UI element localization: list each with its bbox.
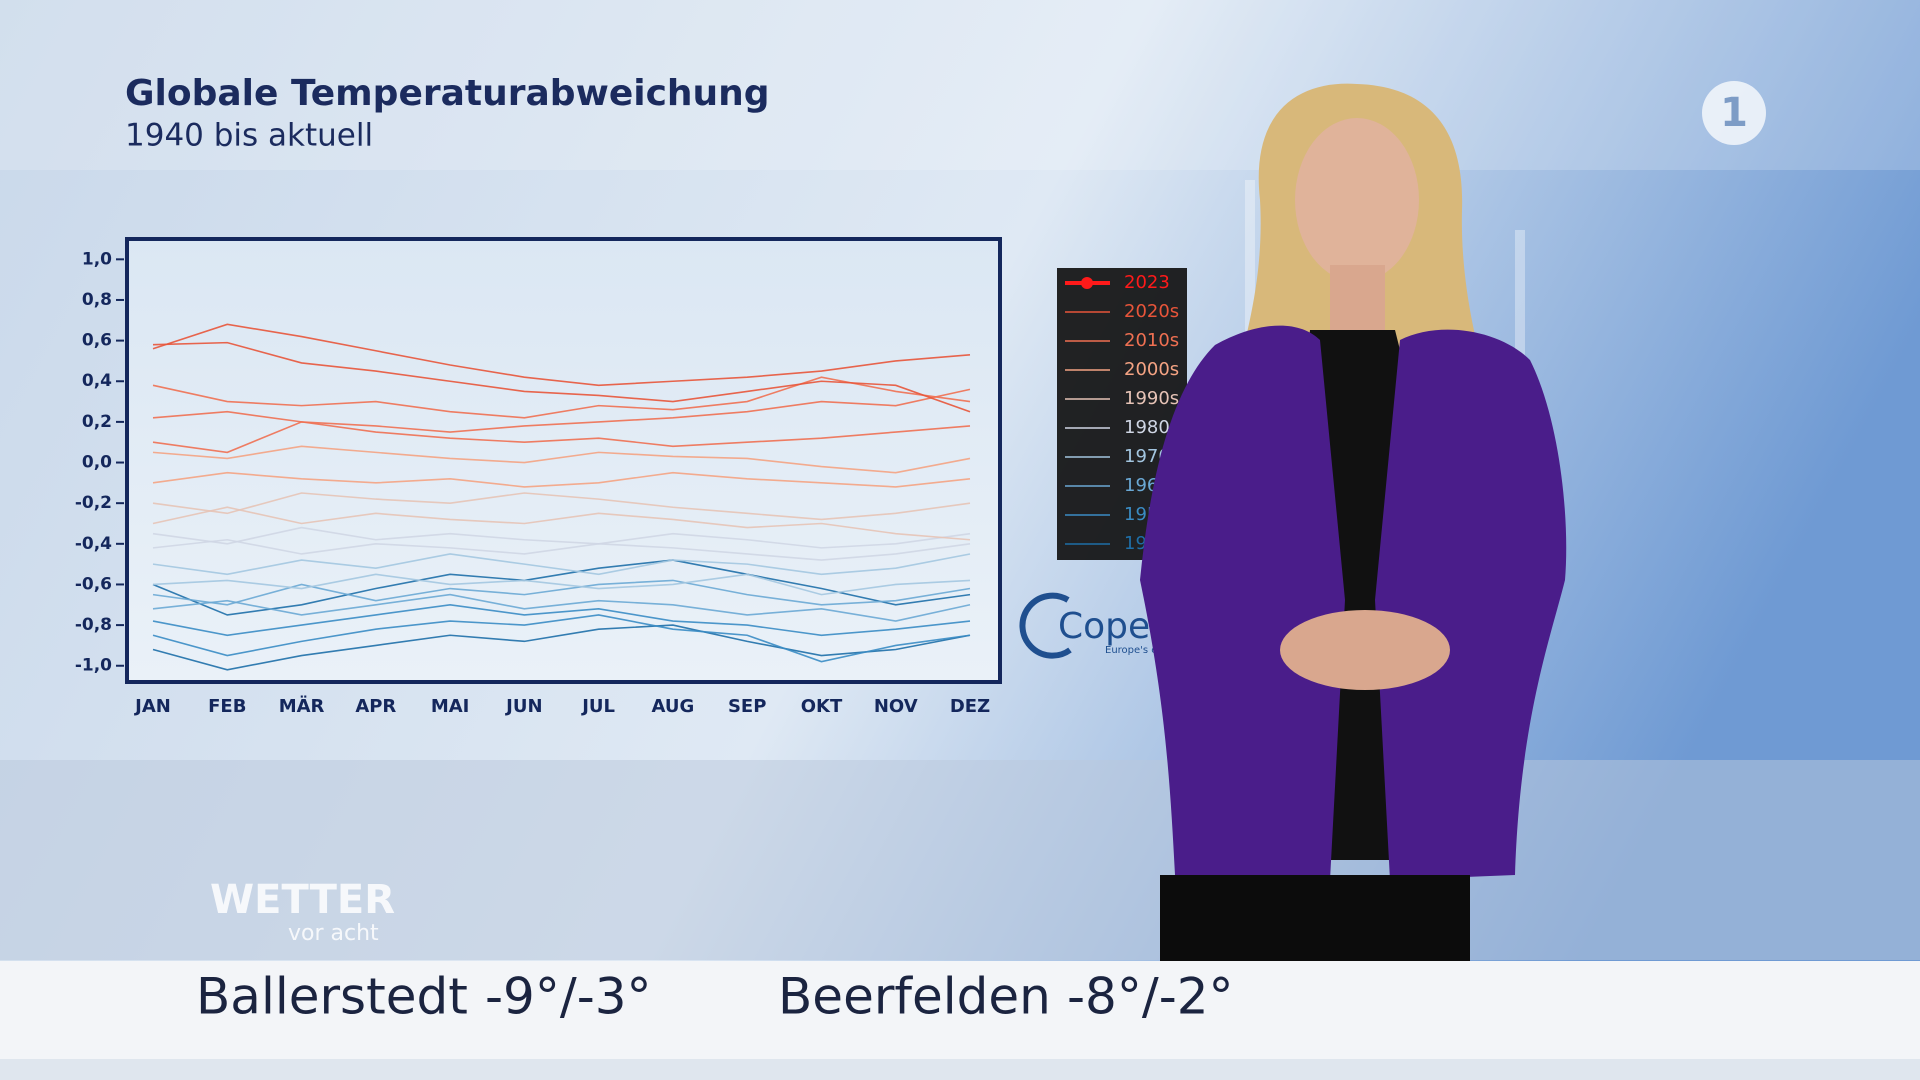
ticker-strip [0, 1059, 1920, 1080]
ticker-temps: -9°/-3° [485, 968, 652, 1026]
plot-area [125, 237, 1002, 684]
series-line [152, 553, 971, 576]
y-tick-label: -0,8 [75, 615, 112, 635]
series-line [152, 376, 971, 419]
show-subtitle: vor acht [288, 921, 379, 946]
legend-label: 2020s [1124, 301, 1179, 322]
x-tick-label: FEB [208, 696, 246, 717]
legend-marker [1081, 277, 1093, 289]
y-tick-label: 0,4 [82, 371, 112, 391]
x-tick-label: DEZ [950, 696, 990, 717]
logo-arc [1019, 592, 1072, 659]
presenter-face [1295, 118, 1419, 282]
series-line [152, 624, 971, 671]
x-tick-label: NOV [874, 696, 918, 717]
presenter-jacket-right [1375, 329, 1567, 880]
series-line [152, 603, 971, 637]
x-tick-label: AUG [652, 696, 695, 717]
y-tick-label: 0,2 [82, 412, 112, 432]
ticker-temps: -8°/-2° [1067, 968, 1234, 1026]
series-line [152, 506, 971, 541]
ticker-bar [0, 961, 1920, 1059]
series-line [152, 410, 971, 448]
series-line [152, 341, 971, 413]
presenter-jacket-left [1140, 325, 1345, 880]
chart-subtitle: 1940 bis aktuell [125, 118, 373, 154]
series-line [152, 559, 971, 616]
series-line [152, 388, 971, 454]
chart-title: Globale Temperaturabweichung [125, 73, 770, 114]
ticker-place: Beerfelden [778, 968, 1051, 1026]
x-tick-label: SEP [728, 696, 766, 717]
ticker-place: Ballerstedt [196, 968, 468, 1026]
legend-label: 1990s [1124, 388, 1179, 409]
y-tick-label: -0,2 [75, 493, 112, 513]
x-tick-label: MAI [431, 696, 470, 717]
y-tick-label: -0,6 [75, 574, 112, 594]
y-tick-label: 1,0 [82, 249, 112, 269]
legend-label: 1980s [1124, 417, 1179, 438]
floor [0, 760, 1920, 960]
y-tick-label: -0,4 [75, 534, 112, 554]
channel-logo: 1 [1702, 81, 1766, 145]
series-line [152, 445, 971, 474]
legend-label: 2000s [1124, 359, 1179, 380]
presenter-hands [1280, 610, 1450, 690]
x-tick-label: MÄR [279, 695, 325, 717]
x-tick-label: JUL [580, 696, 615, 717]
show-logo: WETTER vor acht [210, 877, 395, 946]
axes: 1,0 0,8 0,6 0,4 0,2 0,0 -0,2 -0,4 -0,6 -0,8 -1,0 JA… [75, 249, 990, 717]
logo-text: 1 [1720, 90, 1748, 136]
show-title: WETTER [210, 877, 395, 923]
logo-circle [1702, 81, 1766, 145]
presenter [1140, 83, 1567, 965]
x-tick-label: JUN [504, 696, 542, 717]
x-tick-label: OKT [801, 696, 843, 717]
y-tick-label: 0,6 [82, 331, 112, 351]
legend-label: 2010s [1124, 330, 1179, 351]
y-tick-label: 0,8 [82, 290, 112, 310]
legend-label: 2023 [1124, 272, 1170, 293]
series-line [152, 471, 971, 488]
x-tick-label: JAN [133, 696, 171, 717]
series-line [152, 573, 971, 596]
series-line [152, 492, 971, 521]
presenter-neck [1330, 265, 1385, 335]
presenter-legs [1160, 875, 1470, 965]
plot-lines [152, 323, 971, 671]
x-tick-label: APR [355, 696, 396, 717]
series-line [152, 323, 971, 387]
series-line [152, 538, 971, 561]
series-line [152, 614, 971, 663]
series-line [152, 593, 971, 622]
background-band [0, 0, 1920, 170]
series-line [152, 526, 971, 549]
y-tick-label: 0,0 [82, 453, 112, 473]
y-tick-label: -1,0 [75, 656, 112, 676]
